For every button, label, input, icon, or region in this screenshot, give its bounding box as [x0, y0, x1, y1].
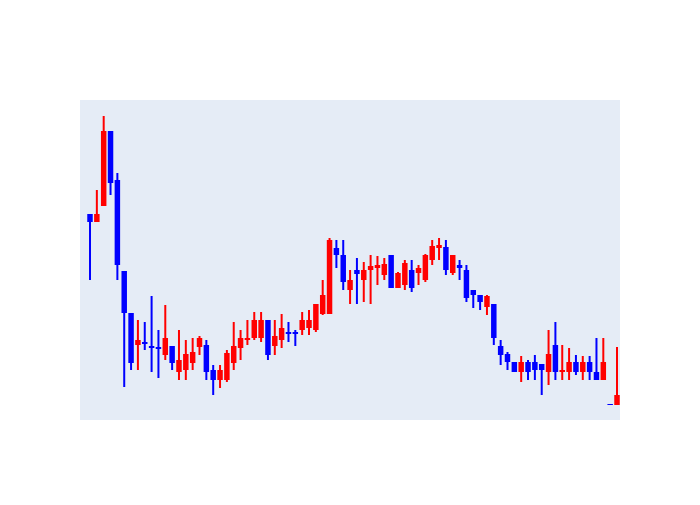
candle-body — [504, 354, 511, 362]
candle-body — [313, 304, 319, 330]
candle-body — [107, 131, 114, 183]
candle-body — [538, 364, 545, 370]
candle-body — [176, 360, 182, 372]
candle-body — [100, 131, 107, 206]
candle-body — [593, 372, 600, 380]
candle-body — [244, 338, 251, 340]
candle-body — [573, 362, 579, 372]
plot-area — [80, 100, 620, 420]
candle-body — [443, 247, 449, 270]
candle-body — [347, 280, 353, 290]
candle-body — [361, 270, 367, 280]
candle-body — [319, 295, 326, 314]
candle-body — [518, 362, 524, 372]
candle-body — [292, 332, 299, 334]
candle-body — [580, 362, 586, 372]
candle-body — [306, 320, 312, 328]
candle-body — [367, 266, 374, 270]
candle-body — [450, 255, 456, 273]
candle-body — [265, 320, 271, 355]
candle-body — [94, 214, 100, 222]
candle-body — [484, 296, 490, 307]
candle-body — [511, 362, 518, 372]
candle-body — [614, 395, 620, 405]
candle-body — [381, 264, 388, 275]
candle-body — [491, 304, 497, 338]
candle-body — [456, 265, 463, 268]
candle-body — [415, 268, 422, 273]
candle-body — [196, 338, 203, 347]
candle-body — [224, 353, 230, 380]
candle-body — [436, 245, 442, 248]
candle-body — [142, 342, 148, 344]
candle-body — [251, 320, 257, 338]
candle-body — [340, 255, 346, 282]
candle-body — [155, 347, 162, 349]
candle-body — [189, 352, 196, 363]
candle-body — [559, 370, 565, 372]
candle-body — [148, 346, 155, 348]
candle-body — [470, 290, 477, 295]
candle-body — [217, 370, 223, 380]
candle-body — [230, 346, 237, 363]
candle-body — [477, 295, 483, 302]
candle-body — [525, 362, 531, 372]
candle-body — [237, 338, 244, 348]
candle-body — [299, 320, 305, 330]
candle-body — [162, 338, 169, 355]
candle-body — [374, 265, 381, 268]
candle-body — [600, 362, 607, 380]
candle-body — [258, 320, 264, 338]
candle-body — [333, 248, 340, 255]
candle-body — [429, 246, 435, 260]
candle-body — [402, 263, 408, 285]
candle-body — [532, 362, 538, 370]
candle-body — [135, 340, 141, 345]
candle-body — [278, 328, 285, 340]
candle-body — [566, 362, 572, 372]
candle-body — [272, 336, 278, 346]
candle-body — [183, 354, 189, 370]
candle-body — [326, 240, 333, 314]
candle-body — [422, 255, 429, 280]
candle-body — [285, 332, 292, 334]
candle-body — [121, 271, 127, 313]
candle-body — [128, 313, 134, 363]
candle-body — [169, 346, 175, 363]
candle-body — [354, 270, 360, 274]
candle-body — [388, 255, 394, 288]
candle-body — [497, 346, 504, 355]
candle-body — [463, 270, 470, 298]
candle-body — [114, 180, 121, 265]
candle-body — [203, 345, 210, 372]
candle-body — [87, 214, 93, 222]
candle-body — [408, 270, 415, 288]
candle-body — [395, 273, 401, 288]
candle-body — [210, 370, 216, 380]
candle-body — [552, 345, 559, 372]
candle-body — [545, 354, 552, 372]
candle-body — [607, 404, 613, 405]
candle-body — [586, 362, 593, 372]
